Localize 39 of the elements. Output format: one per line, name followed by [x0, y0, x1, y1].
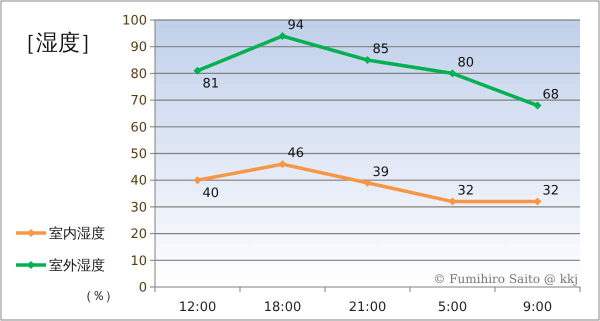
y-axis-title: （％） — [79, 289, 118, 304]
data-label: 80 — [458, 55, 474, 70]
x-tick-label: 9:00 — [522, 300, 552, 315]
point — [278, 160, 286, 168]
point — [534, 101, 542, 110]
data-label: 40 — [202, 186, 220, 202]
data-label: 32 — [542, 184, 560, 199]
x-tick-label: 21:00 — [348, 300, 386, 315]
y-tick-label: 0 — [138, 280, 147, 296]
point — [364, 178, 372, 187]
y-tick-label: 10 — [130, 254, 147, 269]
data-label: 94 — [288, 18, 304, 34]
point — [194, 176, 202, 184]
x-tick-label: 18:00 — [264, 300, 302, 315]
y-tick-label: 80 — [130, 66, 147, 82]
legend-label: 室外湿度 — [49, 258, 105, 274]
x-tick-label: 12:00 — [178, 300, 216, 315]
data-label: 39 — [372, 164, 390, 180]
text: ［湿度］ — [14, 31, 102, 56]
y-tick-label: 30 — [130, 200, 147, 216]
y-tick-label: 20 — [130, 227, 147, 242]
data-label: 81 — [202, 76, 220, 92]
point — [364, 56, 372, 64]
point — [448, 69, 456, 78]
y-tick-label: 60 — [130, 120, 147, 136]
y-tick-label: 100 — [122, 14, 147, 28]
data-label: 68 — [542, 87, 560, 102]
data-label: 46 — [288, 146, 304, 162]
x-tick-label: 5:00 — [438, 300, 468, 315]
legend-label: 室内湿度 — [49, 226, 105, 242]
y-tick-label: 50 — [130, 147, 147, 162]
data-label: 85 — [372, 42, 390, 58]
y-tick-label: 40 — [130, 174, 147, 189]
y-tick-label: 90 — [130, 40, 147, 56]
point — [278, 32, 286, 40]
annotation: © Fumihiro Saito @ kkj — [433, 272, 578, 286]
point — [194, 66, 202, 75]
data-label: 32 — [458, 184, 474, 199]
y-tick-label: 70 — [130, 94, 147, 109]
